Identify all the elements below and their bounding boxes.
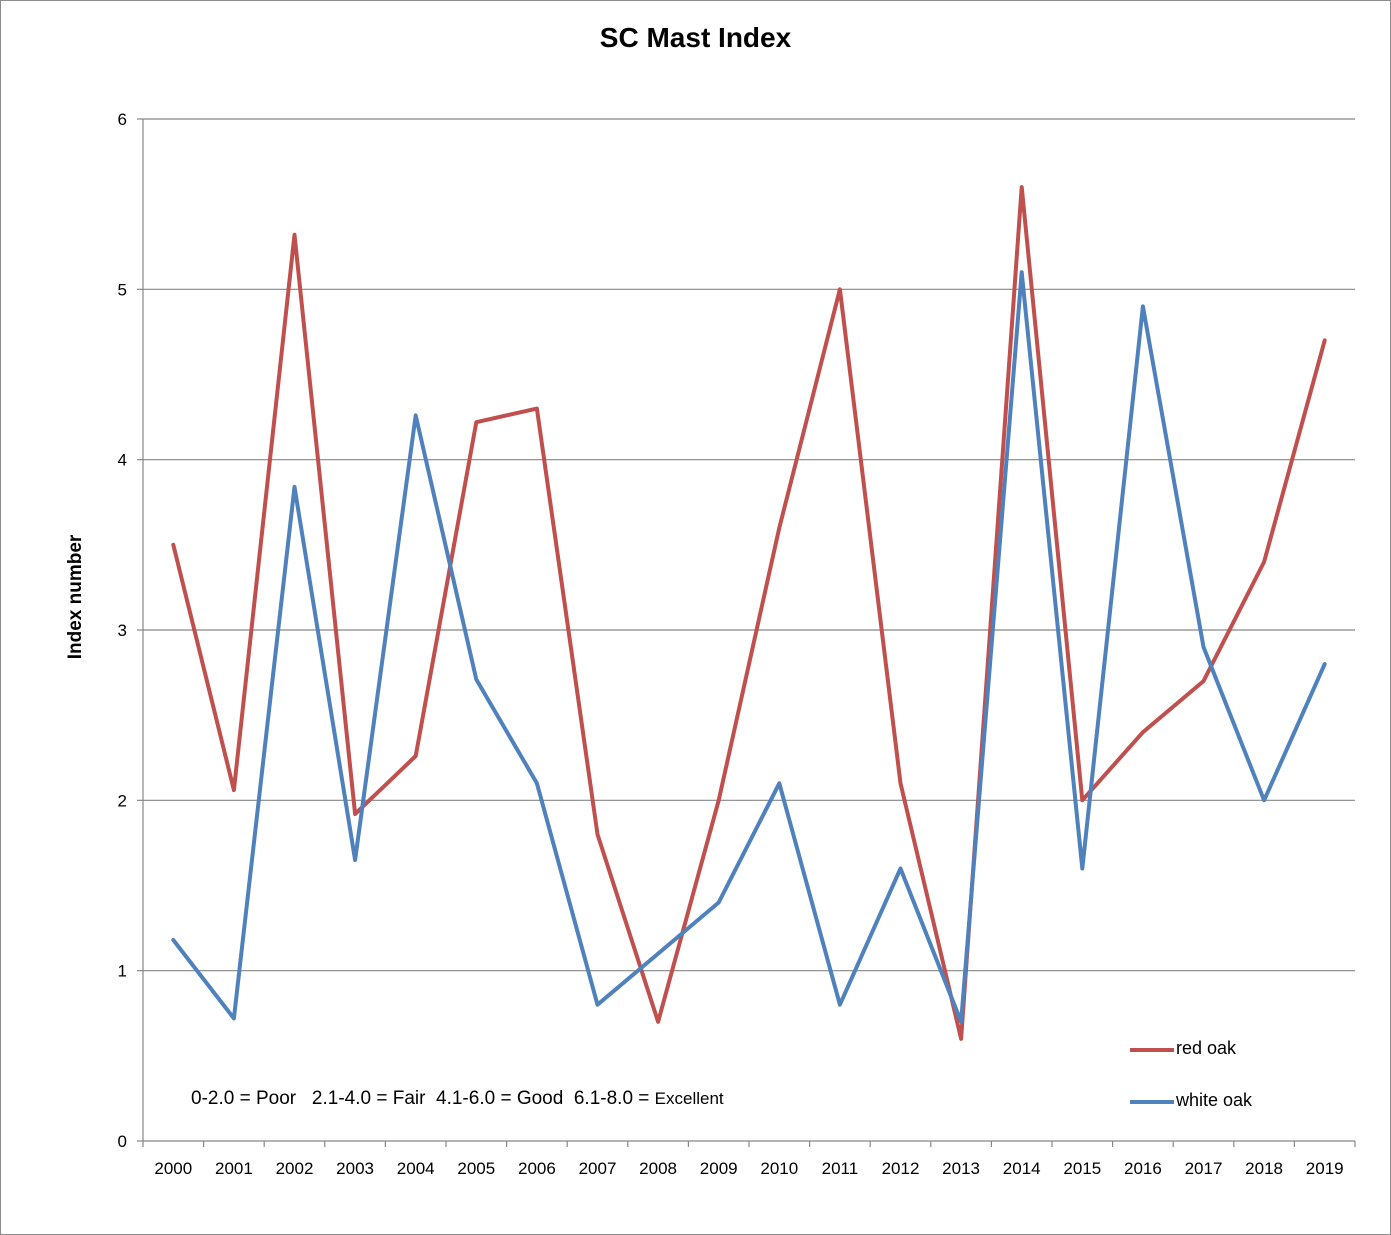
legend-swatch-white-oak — [1130, 1100, 1174, 1104]
x-tick-label: 2015 — [1063, 1159, 1101, 1178]
x-tick-label: 2017 — [1185, 1159, 1223, 1178]
series-lines — [171, 185, 1327, 1041]
series-line-white-oak — [171, 270, 1327, 1024]
x-tick-label: 2003 — [336, 1159, 374, 1178]
x-tick-label: 2019 — [1306, 1159, 1344, 1178]
rating-scale-excellent: Excellent — [654, 1089, 724, 1108]
axes — [137, 118, 1356, 1147]
x-tick-label: 2007 — [579, 1159, 617, 1178]
y-tick-label: 2 — [118, 791, 127, 810]
rating-scale-note: 0-2.0 = Poor 2.1-4.0 = Fair 4.1-6.0 = Go… — [191, 1088, 724, 1110]
legend-label-red-oak: red oak — [1176, 1038, 1237, 1058]
x-tick-label: 2013 — [942, 1159, 980, 1178]
series-line-red-oak — [171, 185, 1327, 1041]
x-tick-label: 2000 — [154, 1159, 192, 1178]
legend-label-white-oak: white oak — [1176, 1090, 1253, 1110]
x-tick-label: 2005 — [457, 1159, 495, 1178]
y-tick-label: 3 — [118, 621, 127, 640]
y-tick-label: 0 — [118, 1132, 127, 1151]
legend-swatch-red-oak — [1130, 1048, 1174, 1052]
x-tick-label: 2012 — [882, 1159, 920, 1178]
rating-scale-text: 0-2.0 = Poor 2.1-4.0 = Fair 4.1-6.0 = Go… — [191, 1088, 655, 1109]
x-tick-label: 2001 — [215, 1159, 253, 1178]
x-tick-label: 2009 — [700, 1159, 738, 1178]
x-tick-label: 2011 — [822, 1159, 859, 1178]
y-tick-label: 1 — [118, 962, 127, 981]
x-tick-label: 2004 — [397, 1159, 435, 1178]
y-tick-label: 5 — [118, 280, 127, 299]
x-tick-label: 2006 — [518, 1159, 556, 1178]
x-tick-label: 2010 — [760, 1159, 798, 1178]
chart-title: SC Mast Index — [599, 22, 792, 53]
x-tick-label: 2002 — [276, 1159, 314, 1178]
x-tick-labels: 2000 2001 2002 2003 2004 2005 2006 2007 2008 2009… — [154, 1159, 1343, 1178]
x-tick-label: 2008 — [639, 1159, 677, 1178]
y-tick-label: 4 — [118, 451, 127, 470]
y-tick-labels: 0 1 2 3 4 5 6 — [118, 110, 127, 1151]
x-tick-label: 2014 — [1003, 1159, 1041, 1178]
y-tick-label: 6 — [118, 110, 127, 129]
x-tick-label: 2018 — [1245, 1159, 1283, 1178]
x-tick-label: 2016 — [1124, 1159, 1162, 1178]
